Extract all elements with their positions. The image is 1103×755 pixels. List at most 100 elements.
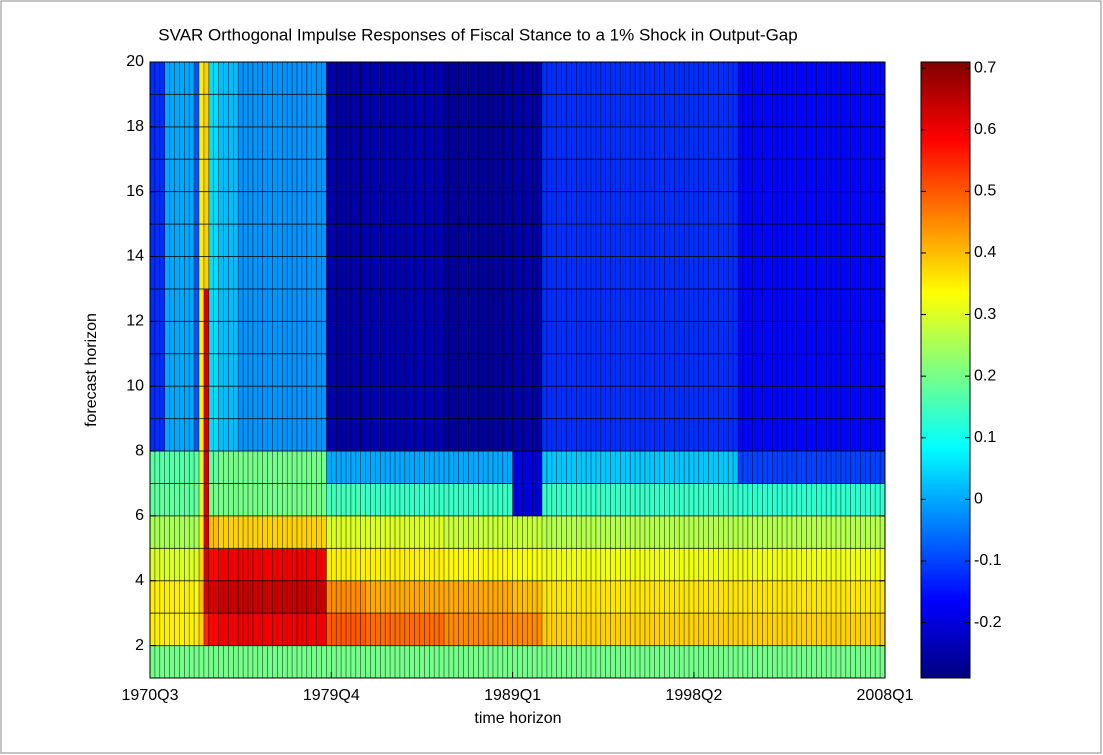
heat-cell (203, 256, 210, 290)
heat-cell (199, 451, 205, 484)
heat-cell (203, 321, 210, 355)
heat-cell (194, 353, 200, 387)
y-tick-label: 2 (135, 637, 144, 654)
colorbar-tick-label: 0.1 (974, 429, 996, 446)
heat-cell (194, 483, 200, 517)
colorbar-tick-label: 0.7 (974, 59, 996, 76)
heat-cell (150, 386, 165, 419)
heat-cell (199, 288, 205, 322)
heat-cell (203, 451, 210, 484)
heat-cell (194, 548, 200, 582)
colorbar-tick-label: 0 (974, 491, 983, 508)
colorbar-tick-label: 0.5 (974, 183, 996, 200)
heat-cell (150, 159, 165, 192)
heat-cell (203, 62, 210, 95)
heat-cell (203, 613, 210, 646)
heat-cell (194, 321, 200, 355)
heat-cell (150, 94, 165, 128)
heat-cell (194, 191, 200, 225)
heat-cell (203, 159, 210, 192)
heat-cell (150, 256, 165, 290)
heat-cell (194, 386, 200, 419)
heat-cell (194, 288, 200, 322)
heat-cell (199, 613, 205, 646)
heat-cell (150, 191, 165, 225)
x-tick-label: 1979Q4 (303, 687, 360, 704)
heat-cell (199, 256, 205, 290)
heat-cell (203, 645, 210, 679)
heat-cell (194, 418, 200, 452)
colorbar-tick-label: 0.4 (974, 244, 996, 261)
heat-cell (199, 191, 205, 225)
heat-cell (150, 126, 165, 160)
heat-cell (203, 483, 210, 517)
heat-cell (194, 159, 200, 192)
x-tick-label: 1998Q2 (665, 687, 722, 704)
y-tick-label: 10 (126, 377, 144, 394)
heat-cell (194, 580, 200, 614)
heat-cell (199, 645, 205, 679)
heat-cell (150, 580, 165, 614)
heat-cell (203, 224, 210, 257)
y-tick-label: 18 (126, 118, 144, 135)
x-tick-label: 2008Q1 (857, 687, 914, 704)
heat-cell (199, 548, 205, 582)
heat-cell (194, 256, 200, 290)
x-tick-label: 1970Q3 (122, 687, 179, 704)
heat-cell (203, 548, 210, 582)
heat-cell (150, 418, 165, 452)
heat-cell (194, 62, 200, 95)
heat-cell (194, 126, 200, 160)
heat-cell (203, 580, 210, 614)
heat-cell (199, 159, 205, 192)
heat-cell (150, 483, 165, 517)
heat-cell (150, 224, 165, 257)
y-tick-label: 20 (126, 53, 144, 70)
heat-cell (150, 288, 165, 322)
heat-cell (199, 94, 205, 128)
colorbar-tick-label: -0.1 (974, 552, 1002, 569)
y-tick-label: 16 (126, 183, 144, 200)
heat-cell (199, 580, 205, 614)
heat-cell (199, 353, 205, 387)
y-tick-label: 8 (135, 442, 144, 459)
y-tick-label: 6 (135, 507, 144, 524)
heat-cell (203, 126, 210, 160)
colorbar-tick-label: 0.2 (974, 367, 996, 384)
heat-cell (194, 613, 200, 646)
heat-cell (203, 288, 210, 322)
heat-cell (194, 94, 200, 128)
heat-cell (199, 483, 205, 517)
heat-cell (150, 62, 165, 95)
heat-cell (150, 613, 165, 646)
cell-edges (149, 61, 886, 679)
heat-cell (203, 94, 210, 128)
heat-cell (199, 515, 205, 549)
heat-cell (194, 451, 200, 484)
heat-cell (194, 645, 200, 679)
heat-cell (199, 321, 205, 355)
heat-cell (150, 451, 165, 484)
heat-cell (199, 126, 205, 160)
colorbar-tick-label: 0.6 (974, 121, 996, 138)
heat-cell (150, 645, 165, 679)
heat-cell (203, 353, 210, 387)
heat-cell (199, 62, 205, 95)
colorbar-tick-label: -0.2 (974, 614, 1002, 631)
heat-cell (194, 515, 200, 549)
x-axis-label: time horizon (474, 710, 561, 727)
colorbar (920, 61, 971, 679)
heat-cell (150, 548, 165, 582)
y-tick-label: 4 (135, 572, 144, 589)
heat-cell (203, 386, 210, 419)
heat-cell (150, 321, 165, 355)
heat-cell (150, 353, 165, 387)
heat-cell (199, 386, 205, 419)
colorbar-tick-label: 0.3 (974, 306, 996, 323)
heat-cell (199, 224, 205, 257)
heat-cell (203, 515, 210, 549)
y-tick-label: 12 (126, 313, 144, 330)
heat-cell (150, 515, 165, 549)
y-axis-label: forecast horizon (83, 313, 100, 427)
